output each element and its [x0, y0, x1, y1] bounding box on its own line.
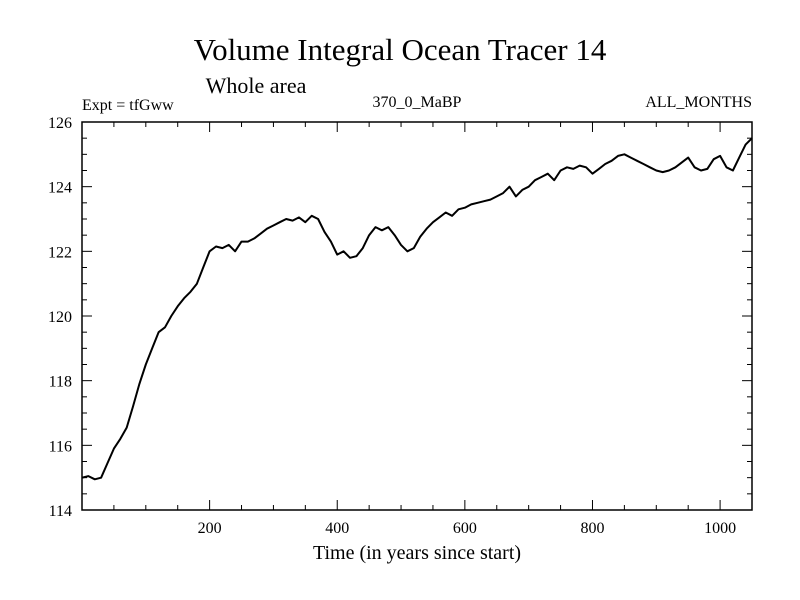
tick-labels: 200 400 600 800 1000 114 116 118 120 122 124 126: [48, 115, 736, 537]
x-tick-label: 400: [325, 520, 349, 537]
y-tick-label: 114: [49, 503, 72, 520]
y-tick-label: 118: [49, 374, 72, 391]
x-tick-label: 200: [198, 520, 222, 537]
y-tick-label: 122: [48, 244, 72, 261]
chart-subtitle: Whole area: [206, 73, 307, 98]
y-tick-label: 120: [48, 309, 72, 326]
months-label: ALL_MONTHS: [645, 94, 752, 111]
x-tick-label: 1000: [704, 520, 736, 537]
experiment-label: Expt = tfGww: [82, 97, 174, 114]
y-tick-label: 126: [48, 115, 72, 132]
x-axis-label: Time (in years since start): [313, 542, 521, 564]
y-tick-label: 116: [49, 438, 72, 455]
x-tick-label: 800: [580, 520, 604, 537]
x-tick-label: 600: [453, 520, 477, 537]
series-line: [81, 137, 753, 481]
axis-ticks: [82, 122, 753, 510]
y-tick-label: 124: [48, 180, 72, 197]
run-label: 370_0_MaBP: [373, 94, 462, 111]
chart-title: Volume Integral Ocean Tracer 14: [194, 32, 607, 67]
plot-frame: [81, 121, 753, 511]
